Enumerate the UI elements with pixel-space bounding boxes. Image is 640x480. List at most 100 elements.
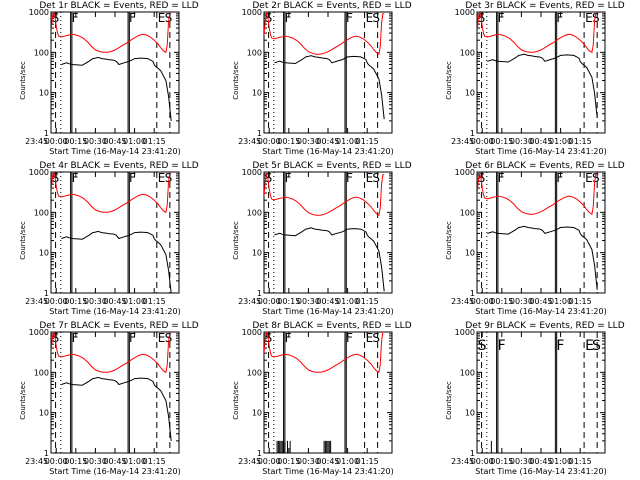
x-tick-label: 00:15 xyxy=(490,137,513,146)
x-tick-label: 01:00 xyxy=(549,137,572,146)
y-tick-label: 10 xyxy=(39,89,49,98)
y-tick-label: 100 xyxy=(460,368,475,377)
x-tick-label: 00:15 xyxy=(64,137,87,146)
x-tick-label: 23:45 xyxy=(25,137,48,146)
y-tick-label: 1 xyxy=(257,289,262,298)
x-tick-label: 01:15 xyxy=(356,457,379,466)
x-tick-label: 23:45 xyxy=(451,137,474,146)
x-axis-label: Start Time (16-May-14 23:41:20) xyxy=(49,307,180,316)
marker-f-label: F xyxy=(346,11,353,25)
x-tick-label: 00:45 xyxy=(316,457,339,466)
x-tick-label: 00:30 xyxy=(297,297,320,306)
x-tick-label: 00:45 xyxy=(103,457,126,466)
lld-series-line xyxy=(264,172,385,217)
y-tick-label: 1000 xyxy=(455,328,475,337)
y-tick-label: 10 xyxy=(252,89,262,98)
x-tick-label: 00:30 xyxy=(510,457,533,466)
panel-title: Det 5r BLACK = Events, RED = LLD xyxy=(252,161,411,171)
x-tick-label: 01:00 xyxy=(549,457,572,466)
y-tick-label: 10 xyxy=(39,249,49,258)
x-tick-label: 23:45 xyxy=(25,457,48,466)
x-tick-label: 00:00 xyxy=(45,297,68,306)
panel-title: Det 4r BLACK = Events, RED = LLD xyxy=(39,161,198,171)
y-tick-label: 1 xyxy=(44,129,49,138)
panel-title: Det 8r BLACK = Events, RED = LLD xyxy=(252,321,411,331)
x-axis-label: Start Time (16-May-14 23:41:20) xyxy=(475,467,606,476)
x-tick-label: 01:00 xyxy=(123,457,146,466)
x-tick-label: 23:45 xyxy=(25,297,48,306)
panel-det9r: Det 9r BLACK = Events, RED = LLD 1 10 100 10… xyxy=(445,321,625,476)
x-tick-label: 00:45 xyxy=(529,137,552,146)
marker-s-label: S xyxy=(372,11,380,25)
marker-s-label: S xyxy=(372,171,380,185)
panel-det5r: Det 5r BLACK = Events, RED = LLD 1 10 100 10… xyxy=(232,161,412,316)
panel-title: Det 7r BLACK = Events, RED = LLD xyxy=(39,321,198,331)
y-tick-label: 100 xyxy=(34,368,49,377)
x-tick-label: 00:30 xyxy=(84,457,107,466)
y-tick-label: 1 xyxy=(257,449,262,458)
y-tick-label: 1 xyxy=(470,129,475,138)
x-tick-label: 01:15 xyxy=(569,297,592,306)
x-tick-label: 01:15 xyxy=(569,137,592,146)
events-series-line xyxy=(487,225,598,290)
marker-e-label: E xyxy=(158,331,166,345)
events-series-line xyxy=(487,53,598,118)
events-series-line xyxy=(61,376,172,441)
x-tick-label: 01:00 xyxy=(336,137,359,146)
y-axis-label: Counts/sec xyxy=(19,61,27,100)
x-tick-label: 00:45 xyxy=(316,297,339,306)
y-tick-label: 10 xyxy=(39,409,49,418)
marker-e-label: E xyxy=(585,171,593,185)
panel-det4r: Det 4r BLACK = Events, RED = LLD 1 10 100 10… xyxy=(19,161,199,316)
y-axis-label: Counts/sec xyxy=(19,221,27,260)
x-tick-label: 00:30 xyxy=(297,457,320,466)
y-tick-label: 1000 xyxy=(29,8,49,17)
y-tick-label: 1 xyxy=(44,289,49,298)
x-tick-label: 01:00 xyxy=(123,297,146,306)
x-tick-label: 00:00 xyxy=(258,297,281,306)
y-tick-label: 10 xyxy=(252,409,262,418)
y-tick-label: 100 xyxy=(34,48,49,57)
x-tick-label: 00:00 xyxy=(471,137,494,146)
x-tick-label: 00:30 xyxy=(510,297,533,306)
events-series-line xyxy=(61,230,172,293)
y-tick-label: 1000 xyxy=(455,8,475,17)
x-tick-label: 00:00 xyxy=(471,297,494,306)
y-tick-label: 100 xyxy=(460,48,475,57)
panel-title: Det 1r BLACK = Events, RED = LLD xyxy=(39,1,198,11)
y-tick-label: 100 xyxy=(34,208,49,217)
marker-f-label: F xyxy=(285,331,292,345)
marker-s-label: S xyxy=(265,171,273,185)
x-axis-label: Start Time (16-May-14 23:41:20) xyxy=(262,307,393,316)
panel-det3r: Det 3r BLACK = Events, RED = LLD 1 10 100 10… xyxy=(445,1,625,156)
x-tick-label: 00:30 xyxy=(510,137,533,146)
x-tick-label: 01:15 xyxy=(356,137,379,146)
y-tick-label: 1000 xyxy=(242,328,262,337)
marker-s-label: S xyxy=(592,338,601,354)
marker-e-label: E xyxy=(585,11,593,25)
marker-s-label: S xyxy=(165,331,173,345)
x-tick-label: 00:45 xyxy=(103,137,126,146)
lld-series-line xyxy=(264,12,385,56)
lld-series-line xyxy=(477,12,598,54)
marker-s-label: S xyxy=(478,338,487,354)
panel-title: Det 9r BLACK = Events, RED = LLD xyxy=(465,321,624,331)
x-tick-label: 01:15 xyxy=(143,137,166,146)
y-axis-label: Counts/sec xyxy=(232,221,240,260)
marker-f-label: F xyxy=(285,171,292,185)
lld-series-line xyxy=(51,332,172,374)
y-tick-label: 100 xyxy=(460,208,475,217)
y-tick-label: 1 xyxy=(470,449,475,458)
x-tick-label: 00:15 xyxy=(490,297,513,306)
marker-f-label: F xyxy=(498,171,505,185)
y-tick-label: 100 xyxy=(247,368,262,377)
marker-f-label: F xyxy=(498,338,506,354)
marker-f-label: F xyxy=(498,11,505,25)
x-tick-label: 00:00 xyxy=(45,137,68,146)
x-tick-label: 00:30 xyxy=(84,137,107,146)
x-axis-label: Start Time (16-May-14 23:41:20) xyxy=(49,147,180,156)
x-tick-label: 01:15 xyxy=(143,297,166,306)
y-tick-label: 10 xyxy=(465,409,475,418)
y-axis-label: Counts/sec xyxy=(19,381,27,420)
